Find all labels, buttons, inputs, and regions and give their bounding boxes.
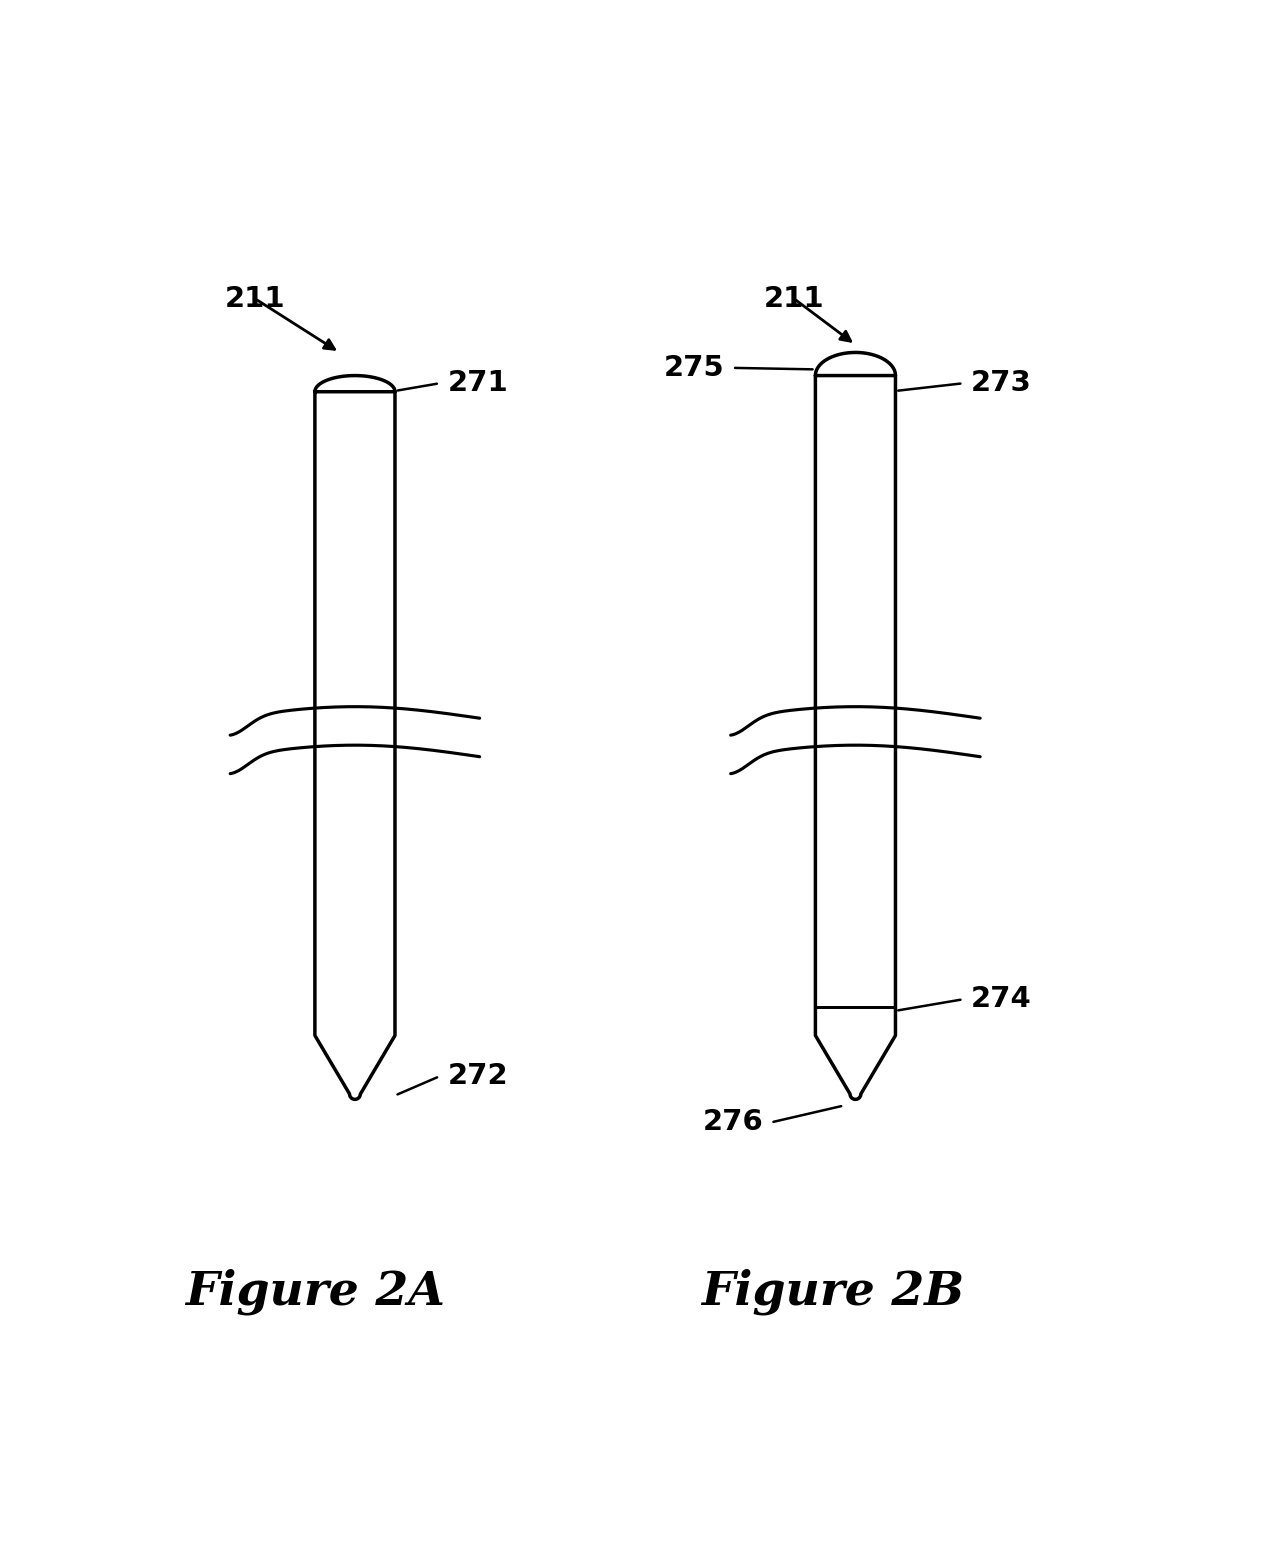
Text: 211: 211 — [763, 285, 824, 313]
Text: 273: 273 — [971, 369, 1032, 397]
Text: Figure 2A: Figure 2A — [186, 1268, 446, 1315]
Text: Figure 2B: Figure 2B — [702, 1268, 964, 1315]
Text: 275: 275 — [664, 353, 725, 382]
Text: 211: 211 — [224, 285, 285, 313]
Text: 276: 276 — [702, 1109, 763, 1137]
Text: 274: 274 — [971, 985, 1032, 1013]
Text: 272: 272 — [447, 1062, 508, 1090]
Text: 271: 271 — [447, 369, 508, 397]
